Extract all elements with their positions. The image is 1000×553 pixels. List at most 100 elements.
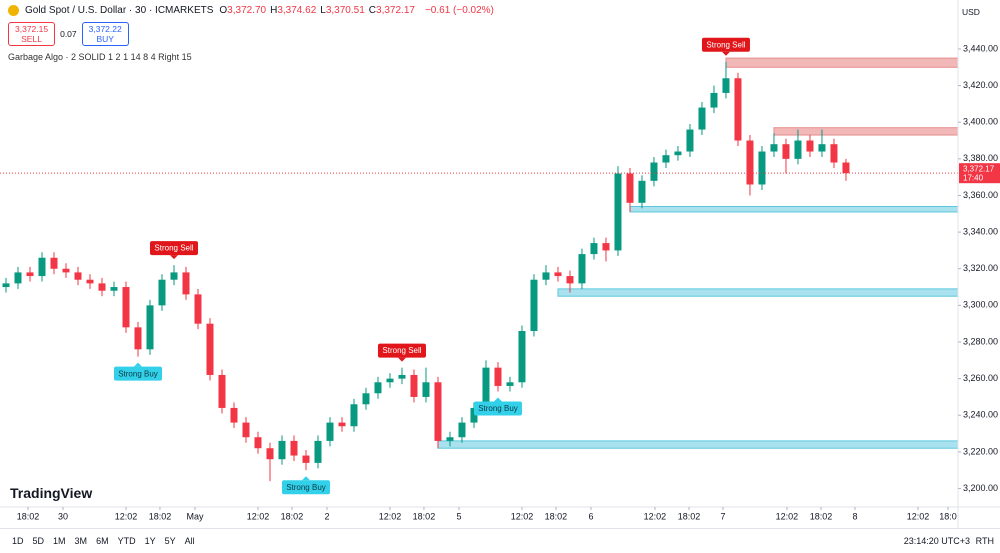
candle-body <box>590 243 598 255</box>
y-tick-label: 3,420.00 <box>963 80 998 90</box>
x-tick-label: 18:02 <box>545 511 568 521</box>
x-tick-label: 12:02 <box>776 511 799 521</box>
range[interactable]: YTD <box>117 536 136 546</box>
signal-label: Strong Buy <box>286 483 326 492</box>
signal-pointer <box>301 476 310 481</box>
order-panel: 3,372.15 SELL 0.07 3,372.22 BUY <box>8 22 129 46</box>
y-tick-label: 3,240.00 <box>963 410 998 420</box>
candle-body <box>650 162 658 181</box>
candle-body <box>74 272 82 280</box>
range[interactable]: 1M <box>53 536 66 546</box>
x-tick-label: 12:02 <box>247 511 270 521</box>
candle-body <box>266 448 274 460</box>
candle-body <box>410 374 418 397</box>
x-tick-label: 18:0 <box>939 511 957 521</box>
x-tick-label: 12:02 <box>644 511 667 521</box>
candle-body <box>746 140 754 185</box>
x-tick-label: 12:02 <box>115 511 138 521</box>
quote-item: L3,370.51 <box>320 5 365 16</box>
y-tick-label: 3,300.00 <box>963 300 998 310</box>
candle-body <box>110 287 118 291</box>
y-tick-label: 3,200.00 <box>963 483 998 493</box>
x-tick-label: 12:02 <box>511 511 534 521</box>
candle-body <box>206 323 214 375</box>
range[interactable]: 1D <box>12 536 24 546</box>
signal-box <box>473 401 522 416</box>
signal: Strong Buy <box>473 397 522 416</box>
x-tick-label: May <box>186 511 204 521</box>
x-tick-label: 18:02 <box>281 511 304 521</box>
session[interactable]: RTH <box>975 536 994 546</box>
candle-body <box>470 407 478 423</box>
candle-body <box>446 437 454 441</box>
quote-key: C <box>368 5 377 16</box>
range[interactable]: 5D <box>32 536 45 546</box>
candle-body <box>734 78 742 141</box>
change: −0.61 (−0.02%) <box>424 5 494 16</box>
x-tick-label: 6 <box>588 511 593 521</box>
candle-body <box>170 272 178 280</box>
quote: O3,372.70 H3,374.62 L3,370.51 C3,372.17 <box>219 5 419 16</box>
candle-body <box>518 331 526 383</box>
signal-box <box>149 241 198 256</box>
quote-value: 3,370.51 <box>325 5 365 16</box>
candle-body <box>242 422 250 438</box>
toolbar: 1D 5D 1M 3M 6M YTD 1Y 5Y All 23:14:20 UTC+3 RTH <box>0 528 1000 553</box>
quote-value: 3,372.70 <box>227 5 267 16</box>
y-tick-label: 3,400.00 <box>963 117 998 127</box>
x-tick-label: 7 <box>720 511 725 521</box>
quote-key: H <box>270 5 278 16</box>
buy-button[interactable]: 3,372.22 BUY <box>81 22 129 46</box>
candle-body <box>338 422 346 427</box>
candle-body <box>326 422 334 441</box>
candle-body <box>62 268 70 273</box>
candle-body <box>638 180 646 203</box>
candle-body <box>818 144 826 152</box>
price-tag-box <box>959 163 1000 184</box>
y-tick-label: 3,220.00 <box>963 446 998 456</box>
clock: 23:14:20 UTC+3 <box>903 536 970 546</box>
candle-body <box>314 440 322 463</box>
price-tag-countdown: 17:40 <box>963 173 984 182</box>
range[interactable]: 6M <box>96 536 109 546</box>
x-tick-label: 18:02 <box>17 511 40 521</box>
x-tick-label: 18:02 <box>810 511 833 521</box>
quote-item: C3,372.17 <box>369 5 415 16</box>
x-tick-label: 18:02 <box>678 511 701 521</box>
zone <box>437 440 959 449</box>
candle-body <box>278 440 286 460</box>
signal-pointer <box>493 397 502 402</box>
candle-body <box>218 374 226 408</box>
chart: Strong Buy Strong Sell Strong Buy Strong Se… <box>0 0 1000 528</box>
signal-label: Strong Sell <box>154 244 193 253</box>
symbol[interactable]: Gold Spot / U.S. Dollar · 30 · ICMARKETS <box>25 5 214 16</box>
candle-body <box>842 162 850 174</box>
x-tick-label: 5 <box>456 511 461 521</box>
logo[interactable]: TradingView <box>10 485 93 501</box>
y-tick-label: 3,340.00 <box>963 226 998 236</box>
sell-button[interactable]: 3,372.15 SELL <box>8 22 56 46</box>
buy-label: BUY <box>96 34 114 44</box>
range[interactable]: 5Y <box>164 536 176 546</box>
quote-key: L <box>320 5 326 16</box>
range[interactable]: 3M <box>74 536 88 546</box>
range[interactable]: All <box>184 536 195 546</box>
signal: Strong Sell <box>377 343 426 362</box>
signal-box <box>113 366 162 381</box>
candle-body <box>254 437 262 449</box>
y-tick-label: 3,380.00 <box>963 153 998 163</box>
spread: 0.07 <box>60 29 77 39</box>
quote-item: O3,372.70 <box>219 5 266 16</box>
candle-body <box>506 382 514 386</box>
range[interactable]: 1Y <box>144 536 156 546</box>
candle-body <box>14 272 22 284</box>
currency[interactable]: USD <box>962 7 980 17</box>
candle-body <box>398 374 406 379</box>
indicator[interactable]: Garbage Algo · 2 SOLID 1 2 1 14 8 4 Righ… <box>8 52 192 62</box>
sell-price: 3,372.15 <box>15 24 49 34</box>
price-tag-price: 3,372.17 <box>963 164 995 173</box>
candle-body <box>290 440 298 456</box>
x-tick-label: 12:02 <box>379 511 402 521</box>
candle-body <box>482 367 490 408</box>
candle-body <box>770 144 778 152</box>
